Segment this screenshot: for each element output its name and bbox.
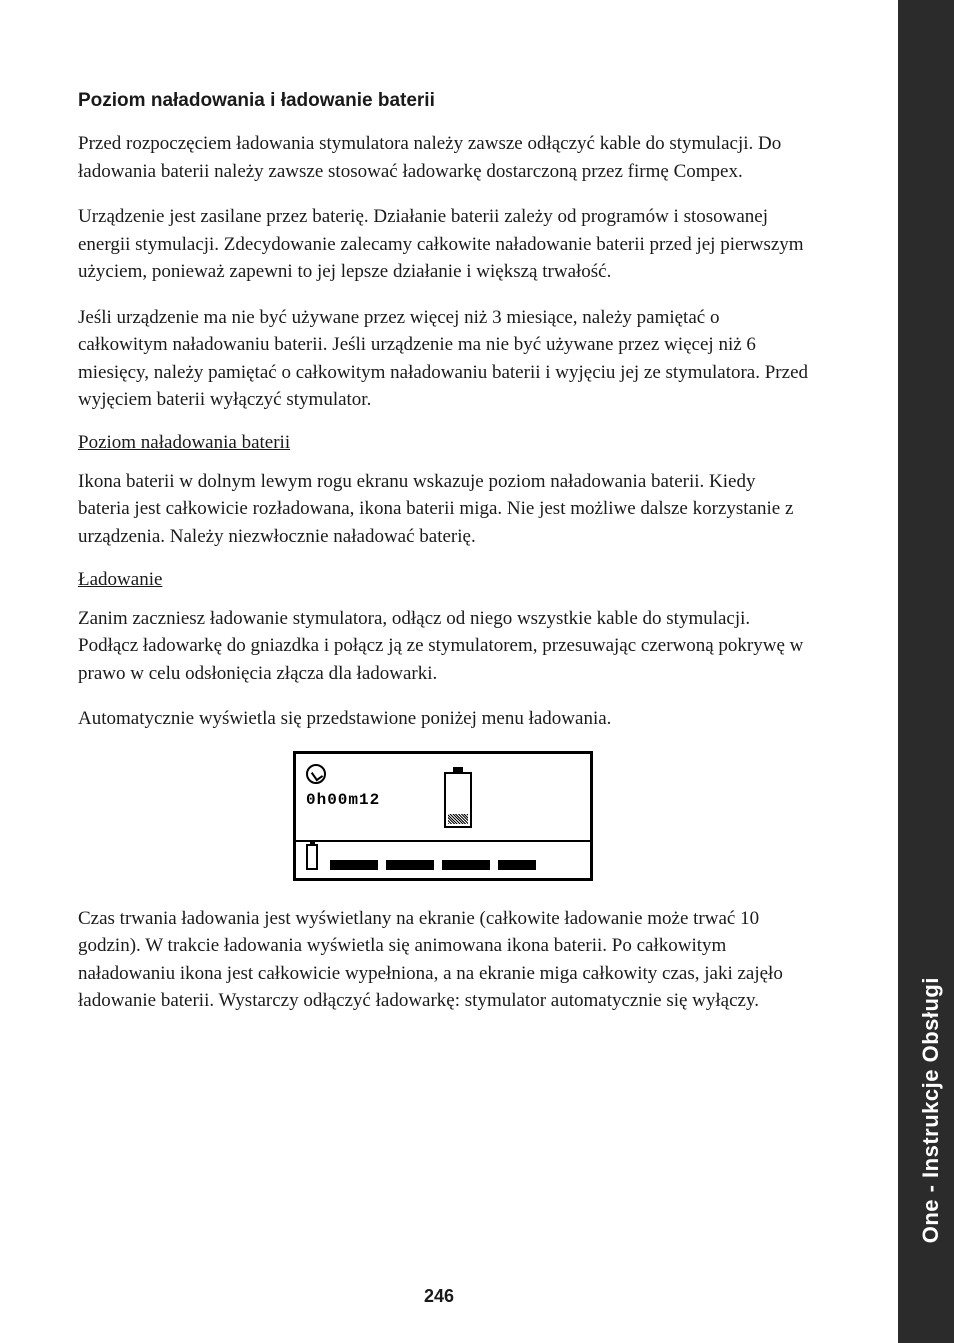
large-battery-fill	[448, 814, 468, 824]
channel-bars	[330, 860, 536, 870]
figure-bottom-row	[296, 840, 590, 878]
paragraph-6: Automatycznie wyświetla się przedstawion…	[78, 705, 808, 733]
sidebar-title: One - Instrukcje Obsługi	[918, 977, 944, 1243]
subheading-charging: Ładowanie	[78, 569, 808, 591]
channel-bar-2	[386, 860, 434, 870]
language-label: PL	[912, 622, 940, 648]
clock-icon	[306, 764, 326, 784]
page-content: Poziom naładowania i ładowanie baterii P…	[0, 0, 878, 1083]
paragraph-3: Jeśli urządzenie ma nie być używane prze…	[78, 304, 808, 414]
paragraph-5: Zanim zaczniesz ładowanie stymulatora, o…	[78, 605, 808, 688]
channel-bar-4	[498, 860, 536, 870]
paragraph-7: Czas trwania ładowania jest wyświetlany …	[78, 905, 808, 1015]
paragraph-2: Urządzenie jest zasilane przez baterię. …	[78, 203, 808, 286]
large-battery-icon	[444, 772, 472, 828]
channel-bar-3	[442, 860, 490, 870]
charging-screen-figure: 0h00m12	[293, 751, 593, 881]
page-number: 246	[0, 1286, 878, 1307]
paragraph-4: Ikona baterii w dolnym lewym rogu ekranu…	[78, 468, 808, 551]
small-battery-icon	[306, 844, 318, 870]
figure-top: 0h00m12	[296, 754, 590, 840]
charge-time-text: 0h00m12	[306, 791, 580, 809]
paragraph-1: Przed rozpoczęciem ładowania stymulatora…	[78, 130, 808, 185]
channel-bar-1	[330, 860, 378, 870]
section-heading: Poziom naładowania i ładowanie baterii	[78, 90, 808, 112]
subheading-battery-level: Poziom naładowania baterii	[78, 432, 808, 454]
